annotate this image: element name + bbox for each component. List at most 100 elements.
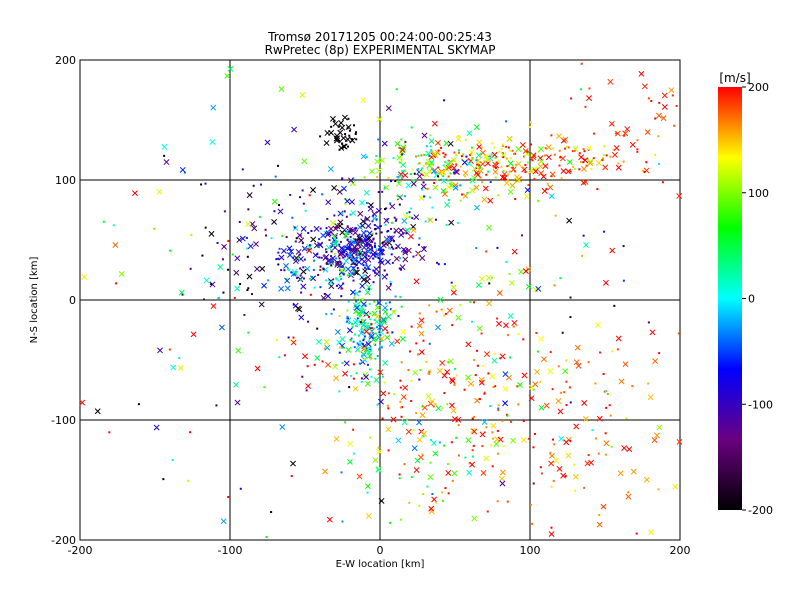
detection-dot [171, 458, 174, 461]
detection-cross [343, 232, 349, 239]
detection-dot [450, 161, 453, 164]
detection-dot [478, 164, 481, 167]
detection-cross [376, 116, 383, 123]
detection-dot [347, 145, 350, 148]
detection-cross [540, 356, 547, 363]
detection-dot [374, 217, 377, 220]
detection-dot [365, 323, 368, 326]
detection-dot [354, 292, 357, 295]
detection-dot [506, 179, 509, 182]
detection-dot [455, 163, 458, 166]
detection-dot [398, 146, 401, 149]
detection-cross [370, 251, 377, 258]
detection-dot [661, 181, 664, 184]
detection-dot [658, 352, 661, 355]
detection-cross [375, 466, 382, 473]
detection-dot [395, 247, 398, 250]
detection-dot [491, 276, 494, 279]
detection-cross [399, 149, 406, 156]
detection-dot [527, 437, 530, 440]
detection-dot [352, 266, 355, 269]
detection-cross [385, 426, 392, 433]
detection-dot [115, 282, 118, 285]
detection-dot [399, 386, 402, 389]
detection-dot [496, 429, 499, 432]
detection-dot [560, 177, 563, 180]
detection-dot [647, 382, 650, 385]
detection-dot [418, 504, 421, 507]
detection-dot [368, 318, 371, 321]
detection-cross [586, 95, 592, 102]
detection-dot [455, 374, 458, 377]
detection-cross [340, 135, 347, 142]
detection-cross [581, 400, 588, 406]
detection-dot [356, 317, 359, 320]
detection-cross [278, 254, 285, 261]
detection-dot [379, 157, 382, 160]
detection-dot [296, 277, 299, 280]
detection-dot [351, 138, 354, 141]
detection-dot [604, 453, 607, 456]
detection-dot [443, 444, 446, 447]
detection-dot [355, 300, 358, 303]
detection-dot [375, 252, 378, 255]
detection-cross [377, 324, 384, 331]
detection-dot [471, 417, 474, 420]
detection-cross [420, 183, 427, 190]
detection-dot [371, 232, 374, 235]
detection-cross [363, 374, 370, 381]
detection-cross [286, 252, 293, 259]
detection-dot [477, 162, 480, 165]
detection-dot [466, 191, 469, 194]
detection-dot [354, 131, 357, 134]
detection-dot [379, 225, 382, 228]
detection-cross [209, 138, 216, 145]
detection-dot [352, 340, 355, 343]
detection-dot [375, 326, 378, 329]
detection-cross [587, 160, 594, 167]
detection-cross [507, 160, 514, 167]
detection-cross [499, 480, 506, 487]
colorbar: [m/s] -200 -100 0 100 200 [718, 71, 773, 517]
detection-dot [622, 245, 625, 248]
detection-dot [299, 274, 302, 277]
detection-dot [394, 295, 397, 298]
detection-dot [594, 437, 597, 440]
detection-dot [384, 302, 387, 305]
detection-dot [423, 195, 426, 198]
detection-dot [609, 414, 612, 417]
detection-cross [461, 159, 468, 166]
detection-dot [187, 479, 190, 482]
detection-dot [588, 87, 591, 90]
detection-dot [645, 161, 648, 164]
detection-dot [372, 257, 375, 260]
detection-cross [437, 296, 444, 303]
detection-dot [502, 169, 505, 172]
detection-dot [247, 287, 250, 290]
detection-cross [170, 364, 177, 371]
detection-dot [418, 162, 421, 165]
detection-dot [318, 244, 321, 247]
detection-dot [454, 367, 457, 370]
detection-dot [389, 227, 392, 230]
detection-dot [222, 291, 225, 294]
detection-dot [385, 207, 388, 210]
detection-cross [94, 408, 101, 415]
detection-cross [542, 163, 549, 170]
detection-dot [258, 215, 261, 218]
detection-cross [364, 215, 371, 222]
detection-dot [407, 369, 410, 372]
detection-cross [614, 130, 621, 137]
detection-dot [530, 143, 533, 146]
detection-dot [410, 475, 413, 478]
detection-dot [341, 142, 344, 145]
detection-cross [440, 178, 447, 184]
detection-dot [318, 238, 321, 241]
detection-dot [508, 170, 511, 173]
detection-cross [254, 365, 261, 372]
detection-dot [309, 293, 312, 296]
detection-cross [295, 305, 301, 312]
detection-dot [304, 209, 307, 212]
detection-dot [322, 268, 325, 271]
detection-cross [485, 274, 492, 281]
